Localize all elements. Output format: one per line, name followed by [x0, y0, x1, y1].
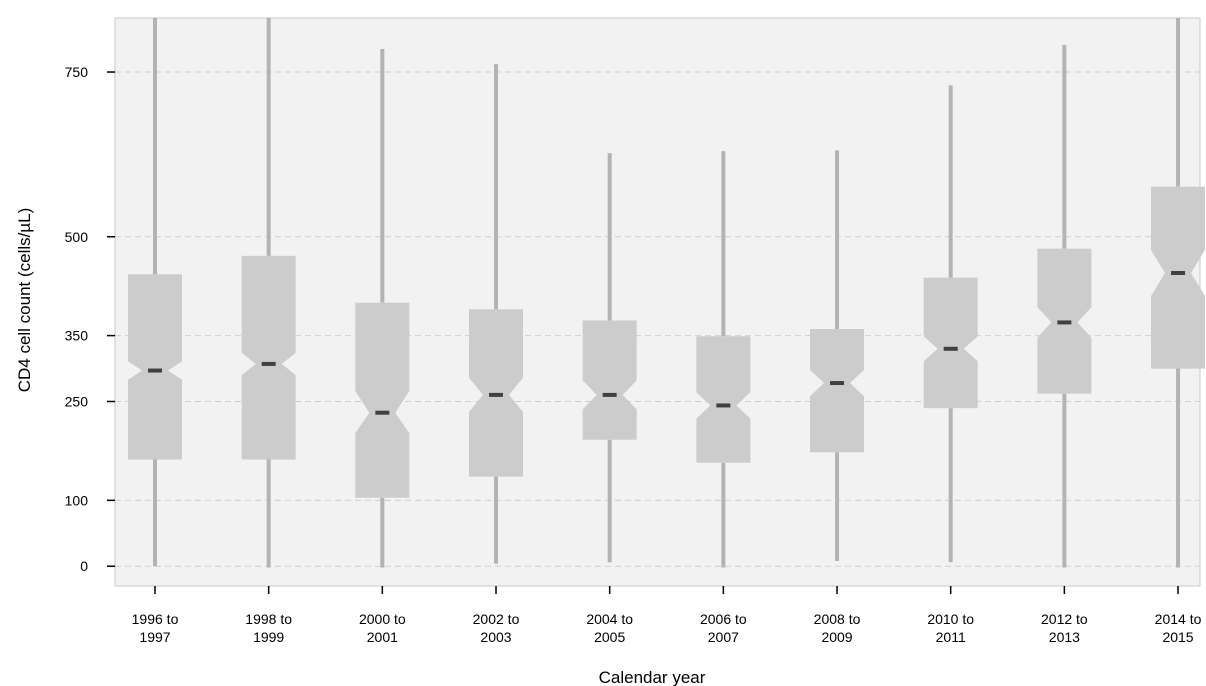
x-tick-label: 1998 to 1999 — [245, 611, 292, 645]
y-axis: 0 100 250 350 500 750 — [65, 64, 115, 574]
y-tick-label: 500 — [65, 229, 89, 245]
box-body — [582, 320, 637, 440]
y-tick-label: 250 — [65, 393, 89, 409]
box-group — [128, 18, 182, 567]
box-group — [241, 18, 296, 568]
box-group — [582, 153, 637, 563]
x-tick-label: 2004 to 2005 — [586, 611, 633, 645]
x-tick-label: 2008 to 2009 — [814, 611, 861, 645]
box-group — [696, 151, 751, 568]
y-tick-label: 0 — [80, 558, 88, 574]
box-group — [1151, 18, 1205, 568]
x-tick-label: 2002 to 2003 — [473, 611, 520, 645]
x-tick-label: 2000 to 2001 — [359, 611, 406, 645]
x-tick-label: 2006 to 2007 — [700, 611, 747, 645]
y-axis-title: CD4 cell count (cells/µL) — [15, 208, 34, 393]
x-tick-label: 1996 to 1997 — [132, 611, 179, 645]
x-axis: 1996 to 1997 1998 to 1999 2000 to 2001 2002 to… — [132, 586, 1202, 645]
box-group — [355, 48, 410, 568]
box-group — [810, 150, 864, 561]
box-body — [696, 336, 751, 463]
box-body — [810, 329, 864, 453]
box-series — [128, 18, 1205, 568]
box-body — [923, 277, 978, 409]
y-tick-label: 100 — [65, 492, 89, 508]
y-tick-label: 750 — [65, 64, 89, 80]
x-axis-title: Calendar year — [599, 668, 706, 686]
box-body — [1151, 186, 1205, 369]
grid-lines — [115, 71, 1200, 567]
box-body — [241, 255, 296, 460]
x-tick-label: 2012 to 2013 — [1041, 611, 1088, 645]
box-group — [923, 85, 978, 563]
box-body — [469, 309, 523, 477]
box-group — [1037, 45, 1092, 568]
box-group — [469, 64, 523, 564]
x-tick-label: 2014 to 2015 — [1155, 611, 1202, 645]
plot-panel — [114, 17, 1201, 587]
x-tick-label: 2010 to 2011 — [927, 611, 974, 645]
y-tick-label: 350 — [65, 328, 89, 344]
box-body — [355, 302, 410, 498]
box-body — [128, 274, 182, 460]
